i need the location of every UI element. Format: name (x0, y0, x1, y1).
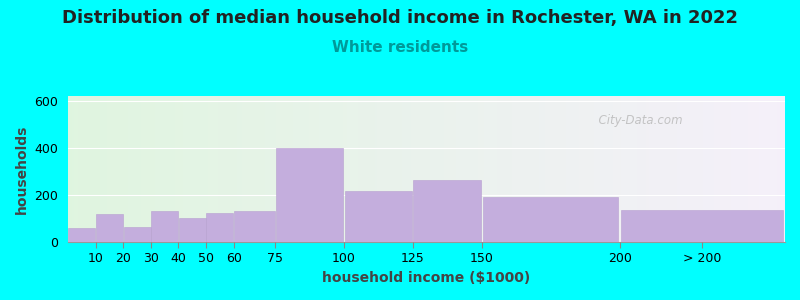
Text: White residents: White residents (332, 40, 468, 56)
Bar (96, 214, 123, 242)
Text: City-Data.com: City-Data.com (591, 113, 683, 127)
Bar (123, 227, 150, 242)
Bar (178, 218, 206, 242)
Bar (151, 212, 178, 242)
Bar (414, 180, 481, 242)
Bar (276, 148, 343, 242)
Bar (69, 228, 95, 242)
Y-axis label: households: households (15, 124, 29, 214)
Text: Distribution of median household income in Rochester, WA in 2022: Distribution of median household income … (62, 9, 738, 27)
Bar (483, 197, 618, 242)
Bar (622, 210, 783, 242)
X-axis label: household income ($1000): household income ($1000) (322, 271, 530, 285)
Bar (234, 212, 274, 242)
Bar (345, 191, 412, 242)
Bar (206, 213, 234, 242)
